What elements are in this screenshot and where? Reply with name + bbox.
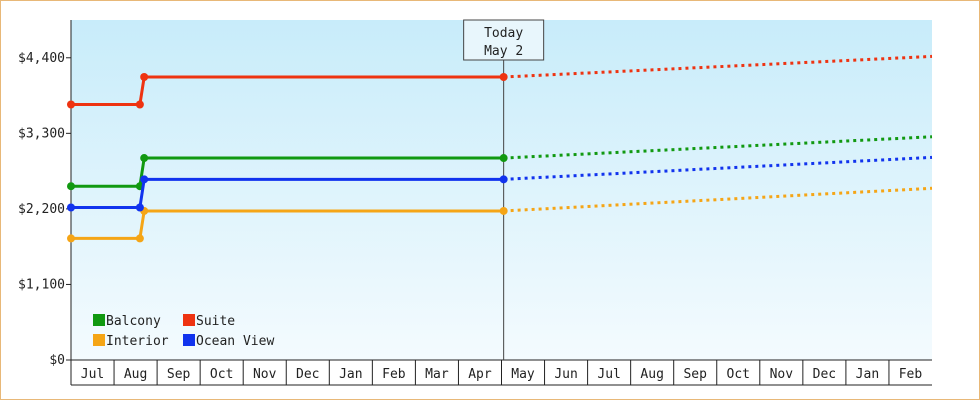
data-point-ocean-view [140, 175, 149, 184]
legend-label-balcony: Balcony [106, 314, 161, 329]
series-forecast-ocean-view [503, 155, 933, 181]
series-line-balcony [71, 156, 504, 188]
data-point-ocean-view [135, 203, 144, 212]
x-tick-label: Jan [339, 367, 362, 382]
legend-label-ocean-view: Ocean View [196, 334, 274, 349]
y-tick-label: $0 [49, 353, 65, 368]
legend-swatch-balcony [93, 314, 105, 326]
x-tick-label: Sep [683, 367, 707, 382]
y-tick-label: $3,300 [18, 126, 65, 141]
x-tick-label: Sep [167, 367, 191, 382]
x-tick-label: Oct [210, 367, 233, 382]
x-tick-label: Oct [727, 367, 750, 382]
series-forecast-balcony [503, 135, 933, 160]
series-lines [67, 54, 933, 243]
data-point-interior [67, 234, 75, 243]
axes: $0 $1,100 $2,200 $3,300 $4,400 Jul Aug Sep Oct No… [18, 20, 932, 386]
data-point-ocean-view [67, 203, 75, 212]
series-forecast-interior [503, 186, 933, 213]
x-tick-label: Nov [770, 367, 794, 382]
legend-label-suite: Suite [196, 314, 235, 329]
data-point-suite [499, 73, 508, 82]
x-tick-label: Dec [813, 367, 836, 382]
data-point-suite [135, 100, 144, 109]
series-forecast-suite [503, 54, 933, 79]
legend-label-interior: Interior [106, 334, 169, 349]
data-point-interior [499, 206, 508, 215]
today-marker: Today May 2 [463, 19, 545, 360]
plot-background [71, 20, 932, 360]
today-label: Today [484, 26, 523, 41]
x-tick-label: Feb [382, 367, 406, 382]
x-tick-label: Jul [597, 367, 620, 382]
legend-swatch-interior [93, 334, 105, 346]
data-point-suite [140, 73, 149, 82]
series-line-ocean-view [71, 177, 504, 210]
data-point-balcony [499, 154, 508, 163]
x-tick-label: Mar [425, 367, 449, 382]
y-tick-label: $1,100 [18, 277, 65, 292]
x-tick-label: Jul [81, 367, 104, 382]
data-point-balcony [67, 182, 75, 191]
x-tick-label: Feb [899, 367, 923, 382]
x-tick-label: Jan [856, 367, 879, 382]
x-tick-label: Jun [554, 367, 577, 382]
series-line-interior [71, 209, 504, 240]
x-tick-label: Dec [296, 367, 319, 382]
legend-swatch-suite [183, 314, 195, 326]
y-tick-label: $4,400 [18, 51, 65, 66]
x-tick-label: Apr [468, 367, 492, 382]
series-line-suite [71, 75, 504, 106]
today-box [463, 19, 545, 61]
legend-swatch-ocean-view [183, 334, 195, 346]
data-point-interior [135, 234, 144, 243]
x-tick-label: Aug [124, 367, 147, 382]
x-tick-label: May [511, 367, 535, 382]
x-tick-label: Nov [253, 367, 277, 382]
y-tick-label: $2,200 [18, 202, 65, 217]
today-date: May 2 [484, 44, 523, 59]
data-point-balcony [140, 154, 149, 163]
x-tick-label: Aug [640, 367, 663, 382]
legend: Balcony Suite Interior Ocean View [93, 314, 274, 349]
data-point-suite [67, 100, 75, 109]
data-point-ocean-view [499, 175, 508, 184]
